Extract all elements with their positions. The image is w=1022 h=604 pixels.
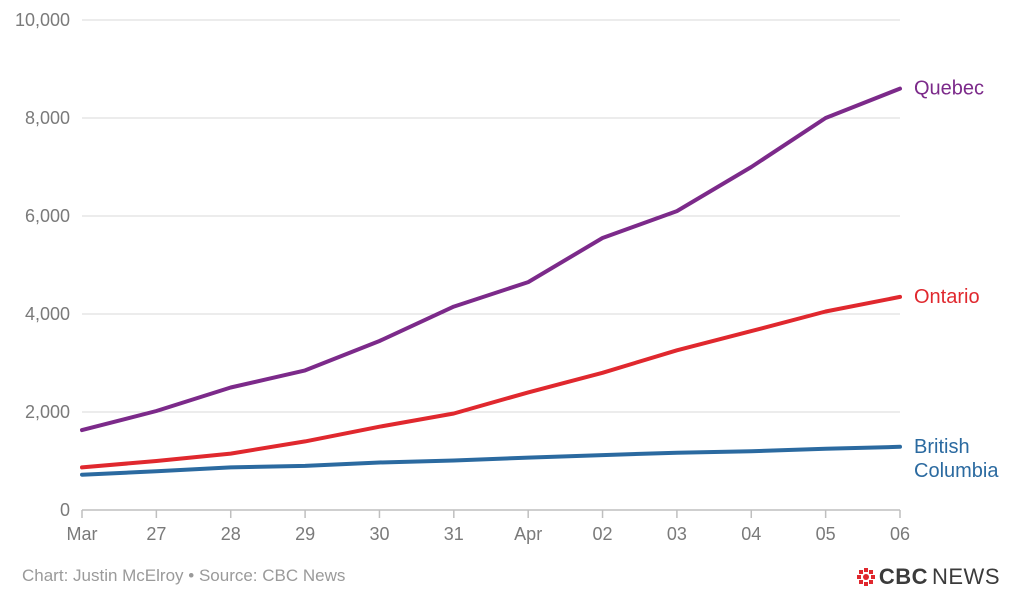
x-tick-label: 30 [369, 524, 389, 544]
x-tick-label: 04 [741, 524, 761, 544]
x-tick-label: Apr [514, 524, 542, 544]
series-label-quebec: Quebec [914, 78, 984, 100]
brand-bold: CBC [879, 564, 928, 590]
chart-credit: Chart: Justin McElroy • Source: CBC News [22, 566, 345, 586]
line-chart: 0 2,000 4,000 6,000 8,000 10,000 Mar 27 28 29 30 31… [0, 0, 1022, 604]
series-line-ontario [82, 297, 900, 468]
y-tick-label: 6,000 [25, 206, 70, 226]
x-tick-label: 31 [444, 524, 464, 544]
x-tick-label: 28 [221, 524, 241, 544]
series-label-ontario: Ontario [914, 286, 980, 308]
x-tick-label: Mar [67, 524, 98, 544]
brand-light: NEWS [932, 564, 1000, 590]
series-line-quebec [82, 89, 900, 431]
x-tick-label: 29 [295, 524, 315, 544]
x-tick-label: 27 [146, 524, 166, 544]
x-tick-label: 02 [593, 524, 613, 544]
series-line-british-columbia [82, 447, 900, 475]
y-tick-label: 2,000 [25, 402, 70, 422]
y-tick-label: 4,000 [25, 304, 70, 324]
cbc-logo-icon [857, 568, 875, 586]
y-tick-label: 10,000 [15, 10, 70, 30]
y-tick-label: 0 [60, 500, 70, 520]
y-tick-label: 8,000 [25, 108, 70, 128]
x-tick-label: 03 [667, 524, 687, 544]
x-tick-label: 05 [816, 524, 836, 544]
x-tick-label: 06 [890, 524, 910, 544]
series-label-british-columbia: BritishColumbia [914, 436, 999, 482]
brand-badge: CBCNEWS [857, 564, 1000, 590]
chart-container: 0 2,000 4,000 6,000 8,000 10,000 Mar 27 28 29 30 31… [0, 0, 1022, 604]
